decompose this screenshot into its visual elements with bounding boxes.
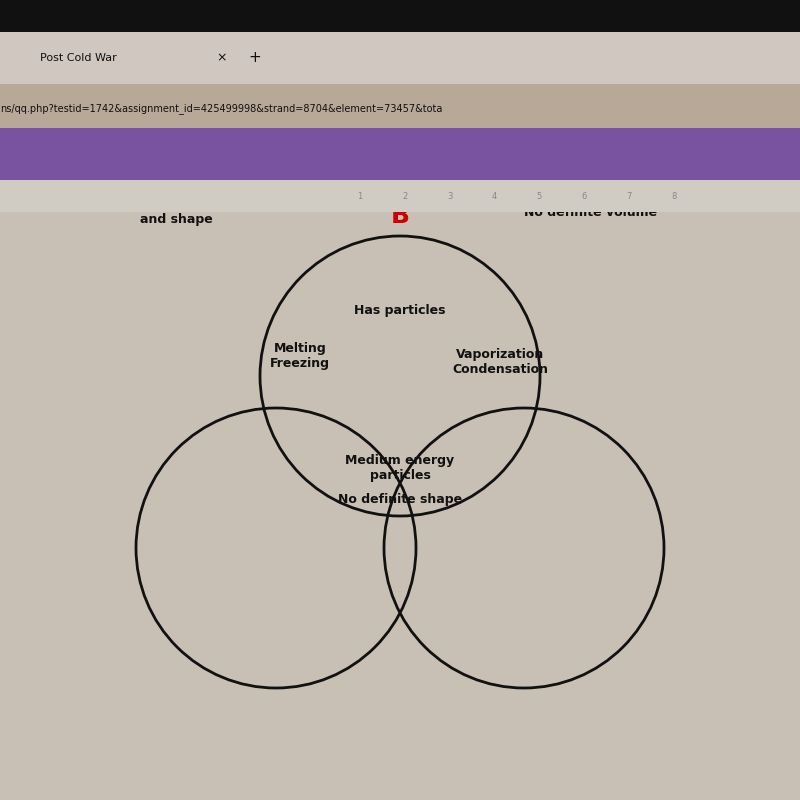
Text: B: B [390, 204, 410, 228]
Text: +: + [248, 50, 261, 66]
Text: ×: × [216, 51, 226, 65]
Text: Definite  volume
and shape: Definite volume and shape [140, 198, 256, 226]
Text: Melting
Freezing: Melting Freezing [270, 342, 330, 370]
Text: 7: 7 [626, 191, 631, 201]
Text: 2: 2 [402, 191, 407, 201]
Text: 5: 5 [537, 191, 542, 201]
Text: 1: 1 [358, 191, 362, 201]
Text: 3: 3 [447, 191, 452, 201]
Bar [0, 84, 800, 128]
Bar [0, 32, 800, 84]
Bar [0, 180, 800, 212]
Text: 8: 8 [671, 191, 676, 201]
Text: 6: 6 [582, 191, 586, 201]
Text: Highest energy
particles: Highest energy particles [524, 166, 631, 194]
Text: Sublimation
Deposition: Sublimation Deposition [358, 176, 442, 204]
Text: Medium energy
particles: Medium energy particles [346, 454, 454, 482]
Text: Lowest energy
particles: Lowest energy particles [140, 150, 243, 178]
Text: No definite volume: No definite volume [524, 206, 657, 218]
Bar [0, 0, 800, 32]
Bar [0, 212, 800, 800]
Text: 4: 4 [492, 191, 497, 201]
Text: Post Cold War: Post Cold War [40, 53, 117, 63]
Bar [0, 128, 800, 180]
Text: No definite shape: No definite shape [338, 494, 462, 506]
Text: Has particles: Has particles [354, 304, 446, 317]
Text: ns/qq.php?testid=1742&assignment_id=425499998&strand=8704&element=73457&tota: ns/qq.php?testid=1742&assignment_id=4254… [0, 102, 442, 114]
Text: Vaporization
Condensation: Vaporization Condensation [452, 347, 548, 375]
